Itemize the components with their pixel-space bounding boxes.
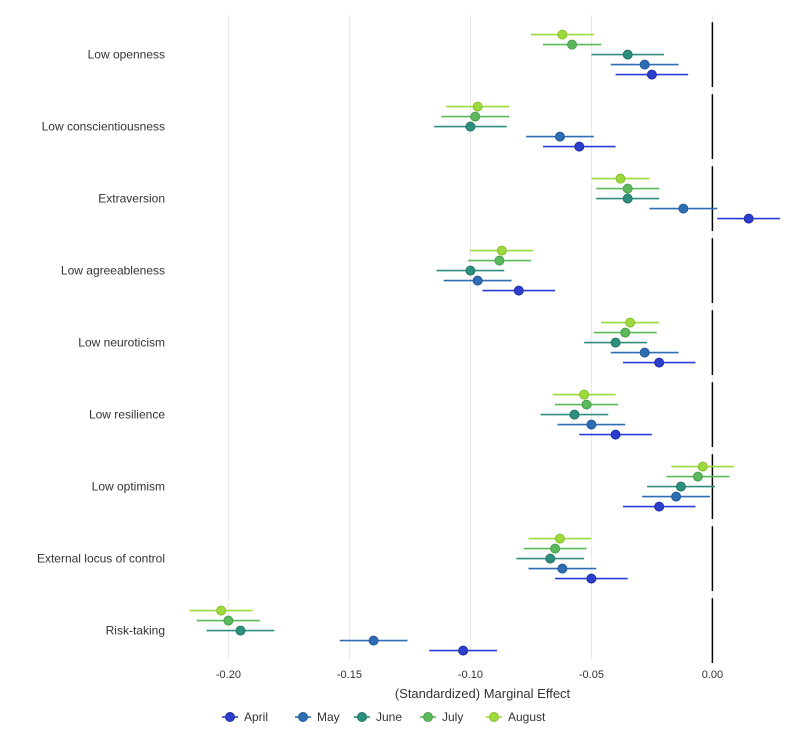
point-estimate [672,492,681,501]
point-estimate [647,70,656,79]
point-estimate [587,574,596,583]
point-estimate [459,646,468,655]
point-estimate [514,286,523,295]
point-estimate [640,348,649,357]
legend-label: May [317,710,340,724]
point-estimate [611,430,620,439]
point-estimate [497,246,506,255]
x-tick-label: -0.05 [579,669,604,681]
point-estimate [611,338,620,347]
point-estimate [495,256,504,265]
legend-marker [424,713,433,722]
category-label: External locus of control [37,552,165,566]
point-estimate [676,482,685,491]
x-tick-label: 0.00 [702,669,723,681]
point-estimate [621,328,630,337]
category-label: Low openness [88,48,165,62]
point-estimate [473,276,482,285]
category-label: Low optimism [92,480,165,494]
category-label: Low neuroticism [78,336,165,350]
point-estimate [679,204,688,213]
point-estimate [466,122,475,131]
point-estimate [698,462,707,471]
point-estimate [582,400,591,409]
chart-container: -0.20 -0.15 -0.10 -0.05 0.00 (Standardized) M… [0,0,800,739]
point-estimate [546,554,555,563]
category-label: Low agreeableness [61,264,165,278]
point-estimate [623,50,632,59]
point-estimate [626,318,635,327]
legend-marker [299,713,308,722]
category-label: Risk-taking [106,624,165,638]
point-estimate [580,390,589,399]
legend-marker [490,713,499,722]
point-estimate [224,616,233,625]
point-estimate [693,472,702,481]
point-estimate [555,132,564,141]
category-label: Low conscientiousness [42,120,165,134]
legend-label: June [376,710,402,724]
point-estimate [558,564,567,573]
point-estimate [616,174,625,183]
point-estimate [568,40,577,49]
point-estimate [236,626,245,635]
legend-marker [226,713,235,722]
point-estimate [640,60,649,69]
point-estimate [570,410,579,419]
point-estimate [555,534,564,543]
x-tick-label: -0.10 [458,669,483,681]
x-tick-label: -0.20 [216,669,241,681]
point-estimate [473,102,482,111]
point-estimate [623,194,632,203]
legend-label: July [442,710,463,724]
category-label: Extraversion [98,192,165,206]
point-estimate [369,636,378,645]
legend-label: August [508,710,546,724]
category-label: Low resilience [89,408,165,422]
point-estimate [471,112,480,121]
point-estimate [551,544,560,553]
point-estimate [558,30,567,39]
point-estimate [655,358,664,367]
point-estimate [587,420,596,429]
point-estimate [623,184,632,193]
legend-label: April [244,710,268,724]
x-tick-label: -0.15 [337,669,362,681]
x-axis-title: (Standardized) Marginal Effect [395,686,571,701]
point-estimate [744,214,753,223]
point-estimate [217,606,226,615]
legend-marker [358,713,367,722]
dot-whisker-chart: -0.20 -0.15 -0.10 -0.05 0.00 (Standardized) M… [0,0,800,739]
point-estimate [466,266,475,275]
point-estimate [575,142,584,151]
point-estimate [655,502,664,511]
